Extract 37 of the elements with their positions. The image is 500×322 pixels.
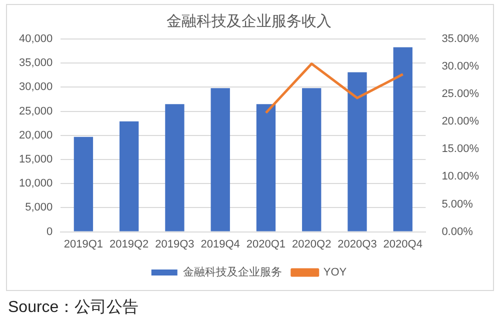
y2-tick-label: 20.00% — [442, 116, 480, 128]
y2-tick-label: 10.00% — [442, 170, 480, 183]
y2-tick-label: 15.00% — [442, 143, 480, 156]
chart-title: 金融科技及企业服务收入 — [166, 13, 332, 30]
bar — [393, 47, 412, 232]
y2-tick-label: 30.00% — [442, 60, 480, 73]
y-tick-label: 35,000 — [18, 57, 53, 70]
y-tick-label: 25,000 — [18, 105, 53, 118]
x-tick-label: 2020Q2 — [292, 238, 332, 250]
bar — [120, 121, 139, 232]
source-note: Source：公司公告 — [8, 298, 140, 318]
bar — [348, 72, 367, 232]
y-tick-label: 5,000 — [25, 202, 53, 214]
y-tick-label: 10,000 — [18, 178, 53, 190]
bar — [210, 88, 230, 232]
legend-label: 金融科技及企业服务 — [182, 266, 282, 279]
y-tick-label: 20,000 — [18, 129, 53, 142]
bar — [165, 104, 184, 232]
y2-tick-label: 35.00% — [442, 33, 480, 46]
y2-tick-label: 25.00% — [442, 88, 480, 100]
y2-tick-label: 5.00% — [442, 198, 474, 210]
bar — [302, 88, 322, 232]
y-tick-label: 40,000 — [18, 33, 53, 46]
y-tick-label: 0 — [46, 226, 53, 238]
x-tick-label: 2019Q3 — [155, 238, 194, 250]
x-tick-label: 2020Q1 — [246, 238, 286, 250]
x-tick-label: 2020Q3 — [338, 238, 377, 250]
x-tick-label: 2019Q1 — [64, 238, 104, 250]
bar — [74, 136, 94, 232]
x-tick-label: 2019Q2 — [110, 238, 149, 250]
legend-label: YOY — [323, 266, 348, 279]
y-tick-label: 30,000 — [18, 81, 53, 94]
bar — [256, 104, 276, 232]
y2-tick-label: 0.00% — [442, 226, 474, 238]
y-tick-label: 15,000 — [18, 154, 53, 166]
x-tick-label: 2019Q4 — [200, 238, 240, 250]
x-tick-label: 2020Q4 — [383, 238, 422, 250]
